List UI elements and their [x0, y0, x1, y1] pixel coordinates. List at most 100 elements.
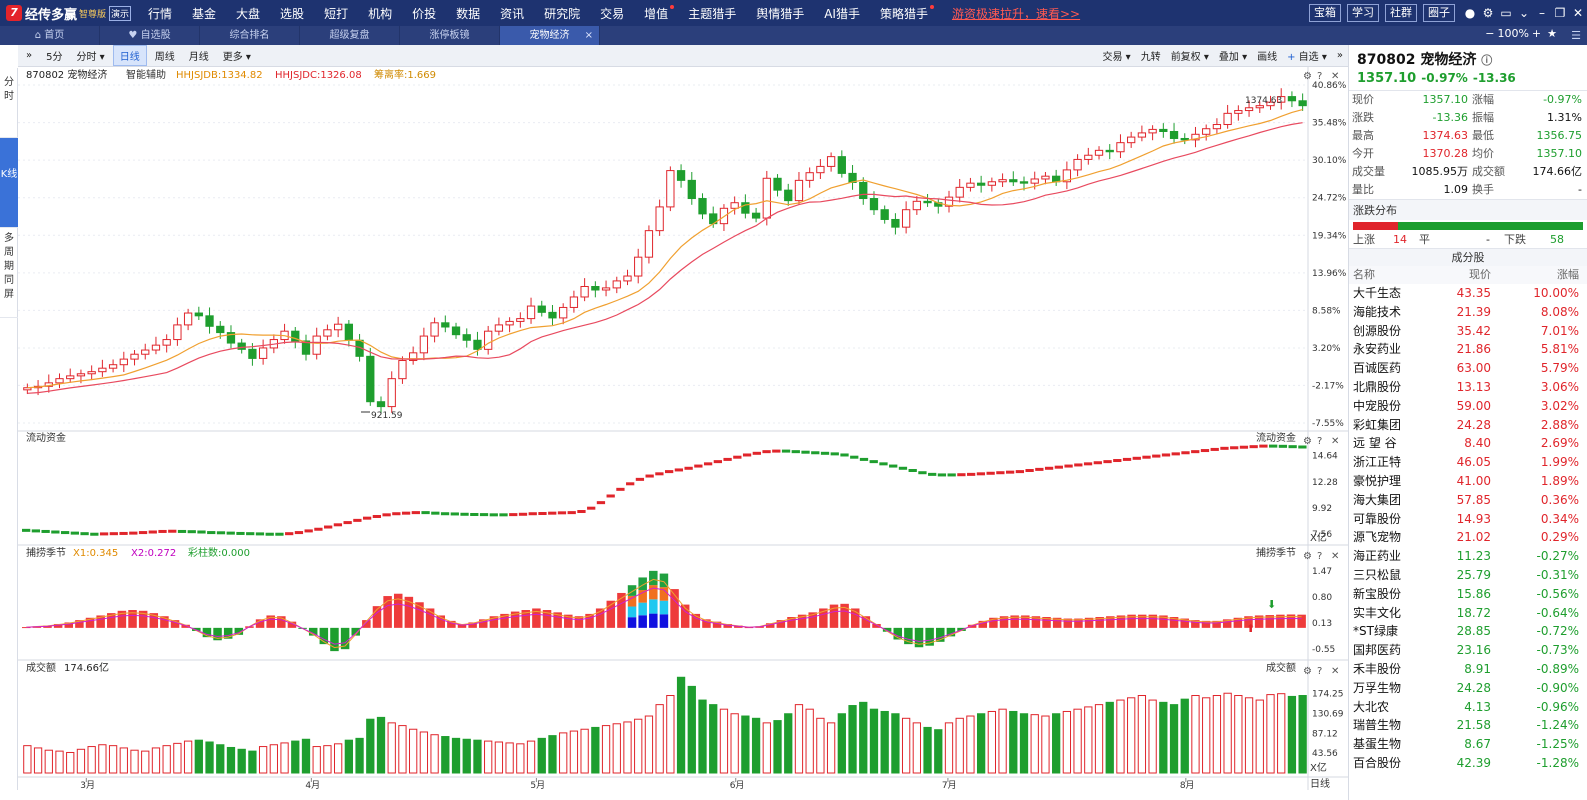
- expand-icon[interactable]: »: [1336, 50, 1343, 61]
- nav-item[interactable]: 价投: [412, 6, 437, 21]
- panel-tool-icon[interactable]: ✕: [1331, 666, 1339, 677]
- constituent-row[interactable]: 大千生态 43.35 10.00%: [1349, 284, 1587, 303]
- constituent-row[interactable]: 百诚医药 63.00 5.79%: [1349, 359, 1587, 378]
- circle-button[interactable]: 圈子: [1423, 4, 1455, 22]
- left-tab-multi-period[interactable]: 多周期同屏: [0, 228, 18, 318]
- nav-item[interactable]: 资讯: [500, 6, 525, 21]
- constituent-row[interactable]: 实丰文化 18.72 -0.64%: [1349, 604, 1587, 623]
- panel-tool-icon[interactable]: ?: [1317, 666, 1322, 677]
- constituent-row[interactable]: 国邦医药 23.16 -0.73%: [1349, 641, 1587, 660]
- collapse-icon[interactable]: »: [26, 50, 33, 61]
- constituent-row[interactable]: 海能技术 21.39 8.08%: [1349, 303, 1587, 322]
- panel-tool-icon[interactable]: ⚙: [1303, 436, 1312, 447]
- panel-tool-icon[interactable]: ⚙: [1303, 71, 1312, 82]
- nav-item[interactable]: 选股: [280, 6, 305, 21]
- tab-more-icon[interactable]: ☰: [1571, 29, 1581, 42]
- app-logo[interactable]: 7 经传多赢 智尊版 演示: [0, 0, 138, 26]
- tab-pet-economy[interactable]: 宠物经济 ×: [500, 26, 600, 45]
- constituent-row[interactable]: 中宠股份 59.00 3.02%: [1349, 397, 1587, 416]
- nav-item[interactable]: 短打: [324, 6, 349, 21]
- left-tab-timeline[interactable]: 分时: [0, 68, 18, 138]
- nav-item[interactable]: 数据: [456, 6, 481, 21]
- tab-ranking[interactable]: 综合排名: [200, 26, 300, 45]
- constituent-row[interactable]: *ST绿康 28.85 -0.72%: [1349, 622, 1587, 641]
- nav-item[interactable]: 交易: [600, 6, 625, 21]
- constituent-row[interactable]: 禾丰股份 8.91 -0.89%: [1349, 660, 1587, 679]
- constituent-row[interactable]: 大北农 4.13 -0.96%: [1349, 698, 1587, 717]
- overlay-menu[interactable]: 叠加 ▾: [1218, 52, 1248, 63]
- nav-item[interactable]: 主题猎手: [688, 6, 737, 21]
- panel-tool-icon[interactable]: ✕: [1331, 71, 1339, 82]
- period-monthly[interactable]: 月线: [188, 52, 209, 63]
- constituent-row[interactable]: 海正药业 11.23 -0.27%: [1349, 547, 1587, 566]
- zoom-out-icon[interactable]: −: [1485, 27, 1495, 40]
- col-price[interactable]: 现价: [1469, 268, 1491, 281]
- constituent-row[interactable]: 万孚生物 24.28 -0.90%: [1349, 679, 1587, 698]
- minimize-icon[interactable]: –: [1539, 6, 1545, 20]
- constituent-row[interactable]: 海大集团 57.85 0.36%: [1349, 491, 1587, 510]
- chevron-down-icon[interactable]: ⌄: [1518, 6, 1530, 20]
- panel-tool-icon[interactable]: ⚙: [1303, 666, 1312, 677]
- trade-menu[interactable]: 交易 ▾: [1102, 52, 1131, 63]
- add-watchlist-button[interactable]: + 自选 ▾: [1287, 52, 1327, 63]
- user-icon[interactable]: ●: [1464, 6, 1476, 20]
- nav-item[interactable]: 舆情猎手: [756, 6, 805, 21]
- smart-helper[interactable]: 智能辅助: [126, 68, 166, 81]
- constituent-row[interactable]: 新宝股份 15.86 -0.56%: [1349, 585, 1587, 604]
- period-more[interactable]: 更多 ▾: [222, 52, 251, 63]
- nav-item[interactable]: 行情: [148, 6, 173, 21]
- tab-limit-up[interactable]: 涨停板镜: [400, 26, 500, 45]
- left-tab-kline[interactable]: K线: [0, 138, 18, 228]
- constituent-row[interactable]: 瑞普生物 21.58 -1.24%: [1349, 716, 1587, 735]
- panel-tool-icon[interactable]: ?: [1317, 71, 1322, 82]
- period-weekly[interactable]: 周线: [154, 52, 175, 63]
- col-name[interactable]: 名称: [1353, 268, 1375, 281]
- constituent-row[interactable]: 北鼎股份 13.13 3.06%: [1349, 378, 1587, 397]
- tab-close-icon[interactable]: ×: [584, 30, 593, 41]
- period-minute[interactable]: 分时 ▾: [76, 52, 105, 63]
- nav-item[interactable]: 机构: [368, 6, 393, 21]
- star-icon[interactable]: ★: [1547, 27, 1557, 40]
- settings-icon[interactable]: ⚙: [1482, 6, 1494, 20]
- nav-item[interactable]: 策略猎手: [870, 4, 938, 22]
- constituent-row[interactable]: 百合股份 42.39 -1.28%: [1349, 754, 1587, 773]
- promo-link[interactable]: 游资极速拉升，速看>>: [951, 6, 1081, 21]
- constituent-row[interactable]: 永安药业 21.86 5.81%: [1349, 340, 1587, 359]
- nav-item[interactable]: 基金: [192, 6, 217, 21]
- panel-tool-icon[interactable]: ?: [1317, 436, 1322, 447]
- constituent-row[interactable]: 源飞宠物 21.02 0.29%: [1349, 528, 1587, 547]
- tab-review[interactable]: 超级复盘: [300, 26, 400, 45]
- panel-tool-icon[interactable]: ✕: [1331, 436, 1339, 447]
- kline-chart[interactable]: 40.86% 35.48% 30.10% 24.72% 19.34% 13.96% 8.58…: [18, 67, 1348, 790]
- constituent-row[interactable]: 三只松鼠 25.79 -0.31%: [1349, 566, 1587, 585]
- constituent-row[interactable]: 创源股份 35.42 7.01%: [1349, 322, 1587, 341]
- tab-home[interactable]: ⌂ 首页: [0, 26, 100, 45]
- constituent-row[interactable]: 彩虹集团 24.28 2.88%: [1349, 416, 1587, 435]
- adjust-menu[interactable]: 前复权 ▾: [1170, 52, 1209, 63]
- draw-line-button[interactable]: 画线: [1257, 52, 1278, 63]
- panel-tool-icon[interactable]: ⚙: [1303, 551, 1312, 562]
- treasure-button[interactable]: 宝箱: [1309, 4, 1341, 22]
- col-change[interactable]: 涨幅: [1557, 268, 1579, 281]
- tab-watchlist[interactable]: ♥ 自选股: [100, 26, 200, 45]
- nine-turn-button[interactable]: 九转: [1140, 52, 1161, 63]
- demo-badge[interactable]: 演示: [109, 5, 132, 21]
- constituent-row[interactable]: 远 望 谷 8.40 2.69%: [1349, 434, 1587, 453]
- community-button[interactable]: 社群: [1385, 4, 1417, 22]
- nav-item[interactable]: 研究院: [544, 6, 581, 21]
- constituent-row[interactable]: 浙江正特 46.05 1.99%: [1349, 453, 1587, 472]
- learn-button[interactable]: 学习: [1347, 4, 1379, 22]
- nav-item[interactable]: AI猎手: [824, 6, 860, 21]
- period-5min[interactable]: 5分: [46, 52, 63, 63]
- period-daily[interactable]: 日线: [112, 45, 147, 66]
- window-icon[interactable]: ▭: [1500, 6, 1512, 20]
- close-icon[interactable]: ✕: [1572, 6, 1584, 20]
- restore-icon[interactable]: ❐: [1554, 6, 1566, 20]
- nav-item[interactable]: 大盘: [236, 6, 261, 21]
- nav-item[interactable]: 增值: [634, 4, 678, 22]
- panel-tool-icon[interactable]: ?: [1317, 551, 1322, 562]
- zoom-in-icon[interactable]: +: [1531, 27, 1542, 40]
- info-icon[interactable]: ⓘ: [1481, 54, 1493, 67]
- panel-tool-icon[interactable]: ✕: [1331, 551, 1339, 562]
- constituent-row[interactable]: 可靠股份 14.93 0.34%: [1349, 510, 1587, 529]
